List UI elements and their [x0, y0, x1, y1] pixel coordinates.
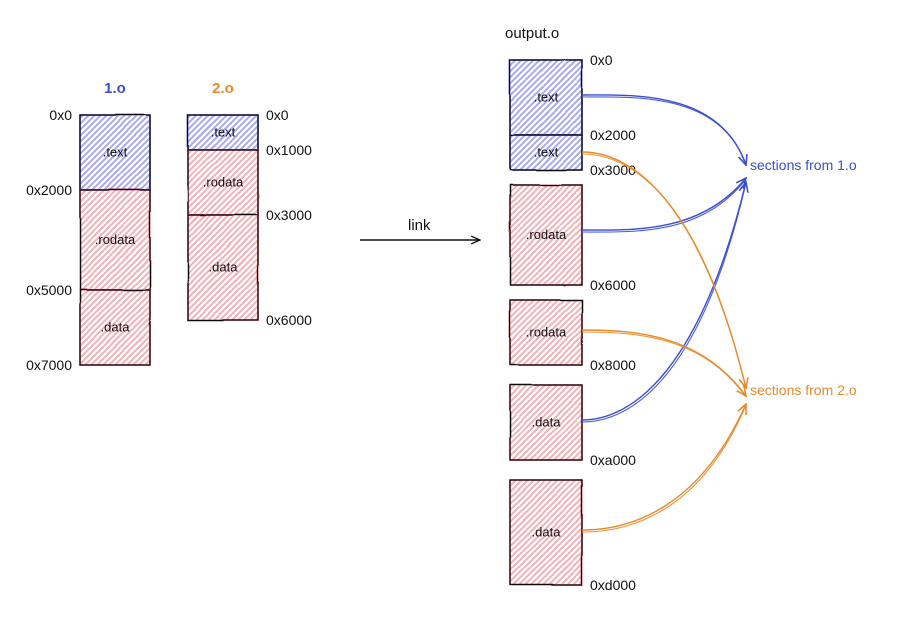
column: .text .text .rodata .rodata .data .data 0x0 0x2… — [510, 52, 636, 593]
section-label: .rodata — [95, 232, 136, 247]
address-label: 0x1000 — [266, 142, 312, 158]
section-label: .rodata — [526, 227, 567, 242]
address-label: 0x6000 — [590, 277, 636, 293]
address-label: 0x3000 — [266, 207, 312, 223]
linker-diagram: 1.o 2.o output.o link .text .rodata .data 0… — [0, 0, 899, 622]
section-label: .text — [211, 125, 236, 140]
address-label: 0x5000 — [26, 282, 72, 298]
address-label: 0x2000 — [590, 127, 636, 143]
connector-curve-shadow — [582, 154, 746, 389]
connector-curve-shadow — [582, 183, 746, 422]
header-2o: 2.o — [212, 80, 234, 97]
section-label: .data — [532, 525, 562, 540]
section-label: .rodata — [203, 175, 244, 190]
connector-curve-shadow — [582, 179, 746, 232]
section-label: .rodata — [526, 325, 567, 340]
section-label: .data — [532, 415, 562, 430]
section-label: .text — [103, 145, 128, 160]
address-label: 0x8000 — [590, 357, 636, 373]
section-label: .text — [534, 90, 559, 105]
address-label: 0xa000 — [590, 452, 636, 468]
address-label: 0x6000 — [266, 312, 312, 328]
address-label: 0xd000 — [590, 577, 636, 593]
address-label: 0x0 — [49, 107, 72, 123]
link-label: link — [408, 217, 431, 234]
column: .text .rodata .data 0x0 0x2000 0x5000 0x7000 — [26, 107, 150, 373]
header-1o: 1.o — [104, 80, 126, 97]
section-label: .text — [534, 145, 559, 160]
address-label: 0x2000 — [26, 182, 72, 198]
link-arrow: link — [360, 217, 480, 240]
address-label: 0x0 — [266, 107, 289, 123]
address-label: 0x7000 — [26, 357, 72, 373]
annotation-from-1o: sections from 1.o — [750, 157, 857, 173]
connector-curve — [582, 182, 746, 420]
header-output: output.o — [505, 25, 559, 42]
column: .text .rodata .data 0x0 0x1000 0x3000 0x6000 — [188, 107, 312, 328]
address-label: 0x0 — [590, 52, 613, 68]
connector-curve-shadow — [582, 405, 746, 532]
address-label: 0x3000 — [590, 162, 636, 178]
connector-curve — [582, 178, 746, 230]
section-label: .data — [101, 320, 131, 335]
section-label: .data — [209, 260, 239, 275]
annotation-from-2o: sections from 2.o — [750, 382, 857, 398]
